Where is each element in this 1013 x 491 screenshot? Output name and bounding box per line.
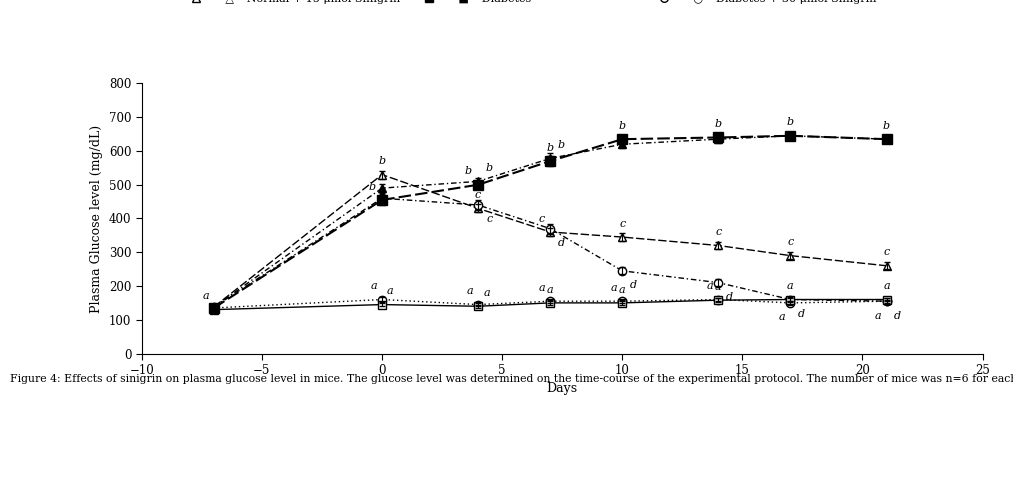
Text: b: b xyxy=(715,119,722,129)
Text: a: a xyxy=(715,282,721,292)
Text: c: c xyxy=(486,215,492,224)
Text: a: a xyxy=(619,285,626,295)
Text: b: b xyxy=(465,166,472,176)
Text: d: d xyxy=(558,238,565,248)
Text: d: d xyxy=(798,309,805,319)
Text: a: a xyxy=(547,285,553,295)
Text: c: c xyxy=(619,218,625,229)
Text: a: a xyxy=(883,281,889,291)
Text: c: c xyxy=(787,237,793,247)
Text: b: b xyxy=(787,117,794,128)
Text: c: c xyxy=(883,247,889,257)
Text: a: a xyxy=(483,288,489,298)
Text: a: a xyxy=(467,286,473,296)
Text: a: a xyxy=(371,281,377,291)
Text: b: b xyxy=(619,121,626,131)
Text: b: b xyxy=(883,121,890,131)
Text: Figure 4: Effects of sinigrin on plasma glucose level in mice. The glucose level: Figure 4: Effects of sinigrin on plasma … xyxy=(10,373,1013,384)
Text: d: d xyxy=(894,311,902,321)
Text: d: d xyxy=(630,280,637,290)
Legend: −□− Normal, −△− Normal + 15 μmol Sinigrin, −○− Normal + 30 μmol Sinigrin, −■− Di: −□− Normal, −△− Normal + 15 μmol Sinigri… xyxy=(176,0,881,8)
Y-axis label: Plasma Glucose level (mg/dL): Plasma Glucose level (mg/dL) xyxy=(90,124,103,313)
Text: a: a xyxy=(387,286,394,296)
X-axis label: Days: Days xyxy=(547,382,577,395)
Text: c: c xyxy=(715,227,721,237)
Text: a: a xyxy=(539,283,545,293)
Text: a: a xyxy=(203,291,209,301)
Text: b: b xyxy=(369,182,376,191)
Text: a: a xyxy=(779,312,785,322)
Text: b: b xyxy=(547,143,554,153)
Text: a: a xyxy=(611,283,617,293)
Text: b: b xyxy=(379,156,386,166)
Text: a: a xyxy=(875,311,881,321)
Text: a: a xyxy=(787,281,794,291)
Text: d: d xyxy=(726,292,733,302)
Text: a: a xyxy=(707,281,713,291)
Text: b: b xyxy=(485,163,492,173)
Text: c: c xyxy=(475,190,481,200)
Text: c: c xyxy=(539,214,545,224)
Text: b: b xyxy=(558,140,565,150)
